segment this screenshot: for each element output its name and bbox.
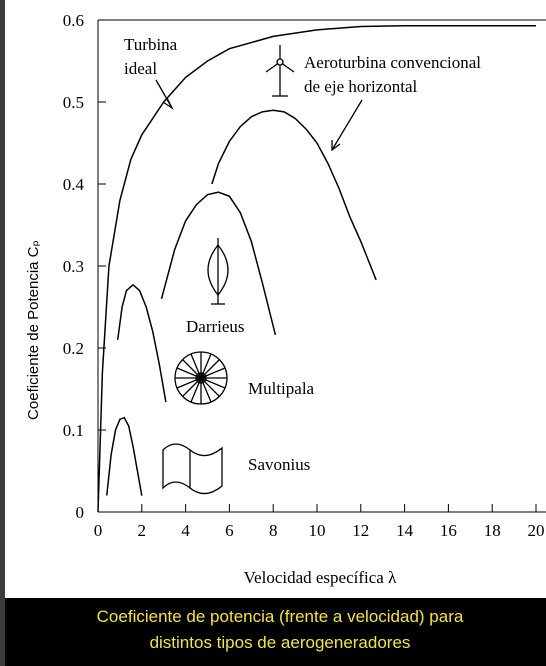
y-tick-label: 0.4 [63, 175, 85, 194]
x-tick-label: 12 [352, 521, 369, 540]
annotation: de eje horizontal [304, 77, 418, 96]
slide: Coeficiente de potencia (frente a veloci… [0, 0, 546, 666]
x-tick-label: 8 [269, 521, 278, 540]
y-tick-label: 0.3 [63, 257, 84, 276]
y-axis-label: Coeficiente de Potencia Cₚ [25, 240, 42, 420]
x-tick-label: 10 [309, 521, 326, 540]
x-tick-label: 2 [138, 521, 147, 540]
annotation: ideal [124, 59, 157, 78]
y-tick-label: 0 [76, 503, 85, 522]
x-tick-label: 4 [181, 521, 190, 540]
y-tick-label: 0.6 [63, 11, 84, 30]
annotation: Savonius [248, 455, 310, 474]
y-tick-label: 0.2 [63, 339, 84, 358]
annotation: Aeroturbina convencional [304, 53, 481, 72]
y-tick-label: 0.1 [63, 421, 84, 440]
x-tick-label: 18 [484, 521, 501, 540]
annotation: Turbina [124, 35, 178, 54]
y-tick-label: 0.5 [63, 93, 84, 112]
annotation: Darrieus [186, 317, 245, 336]
x-tick-label: 16 [440, 521, 457, 540]
x-axis-label: Velocidad específica λ [244, 568, 397, 587]
x-tick-label: 6 [225, 521, 234, 540]
x-tick-label: 20 [528, 521, 545, 540]
x-tick-label: 0 [94, 521, 103, 540]
caption-line: distintos tipos de aerogeneradores [150, 633, 411, 652]
turbine-icon [277, 59, 283, 65]
x-tick-label: 14 [396, 521, 414, 540]
caption-line: Coeficiente de potencia (frente a veloci… [97, 607, 464, 626]
annotation: Multipala [248, 379, 315, 398]
left-border [0, 0, 5, 666]
